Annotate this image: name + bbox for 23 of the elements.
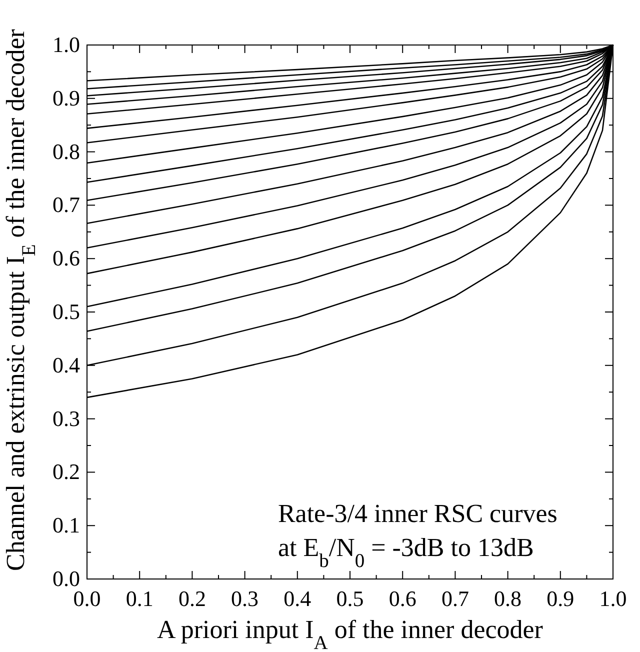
- y-tick-label: 0.5: [52, 299, 80, 324]
- y-tick-label: 0.1: [52, 512, 80, 538]
- x-tick-label: 0.5: [336, 586, 364, 611]
- y-tick-label: 0.2: [52, 459, 80, 484]
- x-tick-label: 0.2: [178, 586, 206, 611]
- x-axis-title: A priori input I$_{A}$ of the inner decoder: [157, 615, 544, 652]
- x-tick-label: 0.1: [126, 586, 154, 611]
- y-tick-label: 0.9: [52, 85, 80, 110]
- y-tick-label: 0.3: [52, 406, 80, 431]
- x-tick-label: 1.0: [599, 586, 627, 611]
- y-tick-label: 0.6: [52, 246, 80, 271]
- x-tick-label: 0.3: [231, 586, 259, 611]
- annotation: Rate-3/4 inner RSC curves: [278, 499, 558, 528]
- y-tick-label: 0.7: [52, 192, 80, 218]
- x-tick-label: 0.4: [284, 586, 312, 611]
- x-tick-label: 0.8: [494, 586, 522, 611]
- y-tick-label: 0.8: [52, 138, 80, 164]
- x-tick-label: 0.9: [546, 586, 574, 611]
- x-tick-label: 0.6: [388, 586, 416, 611]
- y-tick-label: 0.4: [52, 352, 80, 378]
- annotation: at E$_{b}$/N$_{0}$ = -3dB to 13dB: [278, 533, 534, 572]
- x-tick-label: 0.7: [441, 586, 469, 611]
- y-tick-label: 1.0: [52, 32, 80, 57]
